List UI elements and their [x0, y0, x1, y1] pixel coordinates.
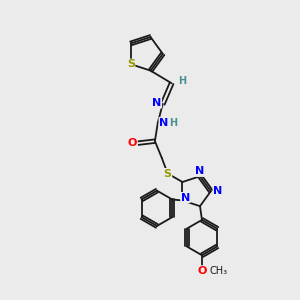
Text: S: S	[164, 169, 172, 178]
Text: S: S	[127, 59, 135, 69]
Text: N: N	[152, 98, 161, 108]
Text: CH₃: CH₃	[210, 266, 228, 276]
Text: N: N	[213, 186, 222, 196]
Text: N: N	[159, 118, 168, 128]
Text: O: O	[128, 138, 137, 148]
Text: N: N	[195, 167, 205, 176]
Text: N: N	[181, 193, 190, 202]
Text: H: H	[178, 76, 187, 86]
Text: H: H	[169, 118, 178, 128]
Text: O: O	[197, 266, 207, 276]
